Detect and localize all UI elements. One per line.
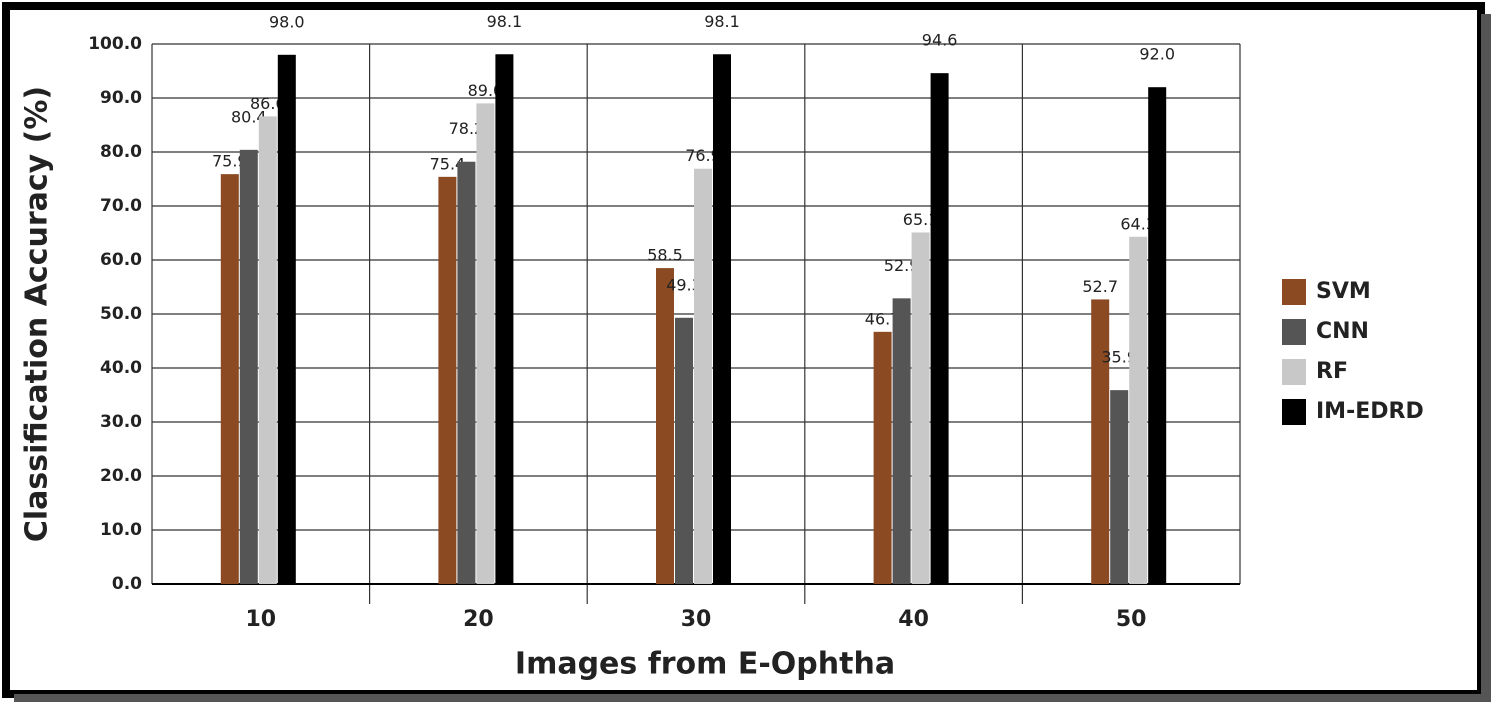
bar: [694, 168, 712, 585]
bar: [713, 54, 731, 584]
y-tick-label: 50.0: [100, 304, 142, 324]
bar: [476, 103, 495, 585]
y-tick-label: 0.0: [112, 574, 142, 594]
value-label: 52.9: [884, 256, 920, 275]
bar: [1148, 87, 1167, 584]
bar: [930, 73, 949, 584]
y-tick-label: 90.0: [100, 88, 142, 108]
bar: [675, 317, 693, 584]
bar: [258, 116, 277, 585]
legend-swatch: [1282, 359, 1306, 385]
legend-label: SVM: [1316, 279, 1371, 304]
y-tick-label: 100.0: [88, 34, 142, 54]
legend-swatch: [1282, 399, 1306, 425]
value-label: 89.0: [468, 81, 504, 100]
x-tick-label: 10: [245, 607, 276, 632]
value-label: 35.9: [1101, 348, 1137, 367]
bar: [911, 232, 930, 584]
value-label: 65.1: [903, 210, 939, 229]
bar: [277, 54, 296, 585]
value-label: 75.4: [430, 154, 466, 173]
value-label: 80.4: [231, 107, 267, 126]
bar: [1110, 390, 1129, 584]
x-tick-label: 20: [463, 607, 494, 632]
bar: [1129, 236, 1148, 584]
value-label: 98.1: [487, 12, 523, 31]
value-label: 75.9: [212, 152, 248, 171]
y-tick-label: 30.0: [100, 412, 142, 432]
bar: [495, 54, 514, 584]
frame-shadow: [1481, 14, 1491, 702]
x-tick-label: 50: [1116, 607, 1147, 632]
legend-label: CNN: [1316, 319, 1369, 344]
value-label: 98.0: [269, 12, 305, 31]
value-label: 49.3: [666, 275, 702, 294]
legend-label: IM-EDRD: [1316, 399, 1424, 424]
value-label: 46.7: [865, 309, 901, 328]
value-label: 52.7: [1082, 277, 1118, 296]
x-tick-label: 30: [681, 607, 712, 632]
value-label: 86.6: [250, 94, 286, 113]
y-tick-label: 20.0: [100, 466, 142, 486]
y-tick-label: 10.0: [100, 520, 142, 540]
y-tick-label: 40.0: [100, 358, 142, 378]
bar: [892, 298, 911, 584]
value-label: 92.0: [1139, 45, 1175, 64]
bar: [438, 176, 457, 584]
value-label: 98.1: [704, 12, 740, 31]
legend-label: RF: [1316, 359, 1348, 384]
bar: [239, 149, 258, 584]
legend-swatch: [1282, 319, 1306, 345]
value-label: 76.9: [685, 146, 721, 165]
bar: [873, 331, 892, 584]
legend-swatch: [1282, 279, 1306, 305]
bar: [656, 268, 674, 584]
y-tick-label: 60.0: [100, 250, 142, 270]
y-axis-title: Classification Accuracy (%): [20, 86, 55, 542]
frame-shadow: [14, 694, 1491, 702]
bar: [220, 174, 239, 584]
x-axis-title: Images from E-Ophtha: [515, 647, 895, 682]
bar: [1091, 299, 1110, 584]
bar: [457, 161, 476, 584]
x-tick-label: 40: [898, 607, 929, 632]
y-tick-label: 70.0: [100, 196, 142, 216]
y-tick-label: 80.0: [100, 142, 142, 162]
value-label: 78.2: [449, 119, 485, 138]
value-label: 64.3: [1120, 214, 1156, 233]
value-label: 58.5: [647, 246, 683, 265]
value-label: 94.6: [922, 31, 958, 50]
